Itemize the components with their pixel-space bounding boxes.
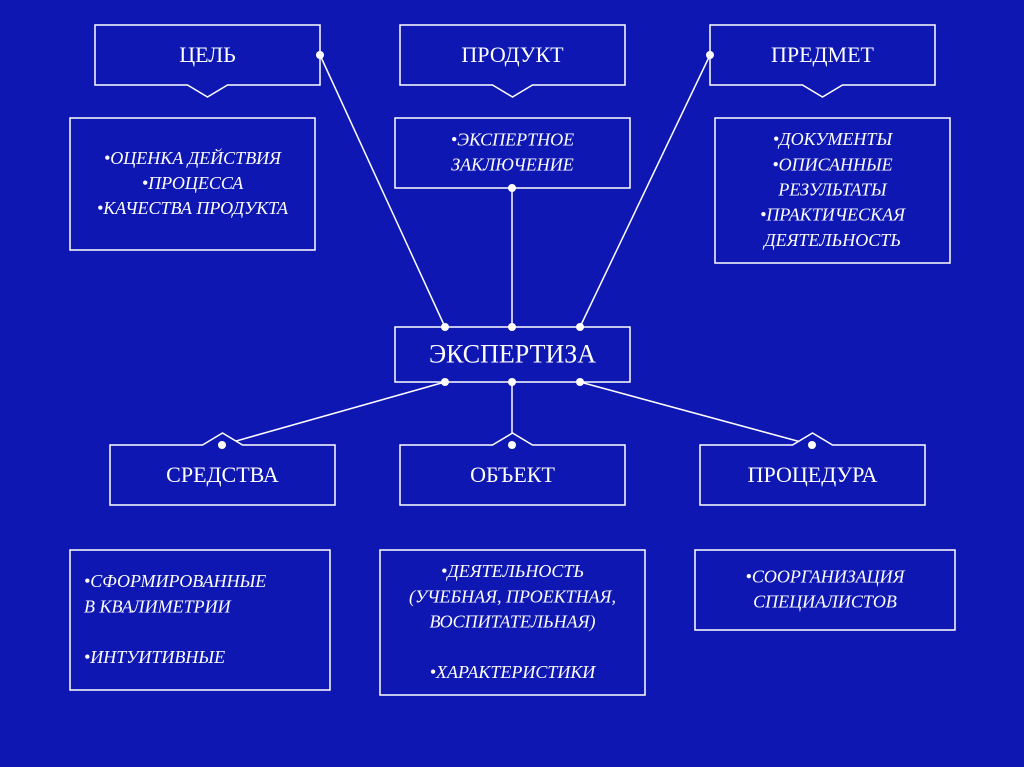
detail-product-line-0: •ЭКСПЕРТНОЕ — [451, 129, 574, 149]
detail-subject-line-3: •ПРАКТИЧЕСКАЯ — [760, 205, 906, 225]
detail-procedure-line-1: СПЕЦИАЛИСТОВ — [753, 592, 897, 612]
edge-procedure-dot-0 — [576, 378, 584, 386]
edge-object-dot-0 — [508, 378, 516, 386]
edge-subject-dot-0 — [706, 51, 714, 59]
edge-product-dot-1 — [508, 323, 516, 331]
center-node-label: ЭКСПЕРТИЗА — [429, 339, 596, 368]
node-object-label: ОБЪЕКТ — [470, 462, 555, 487]
detail-means-line-0: •СФОРМИРОВАННЫЕ — [84, 571, 266, 591]
detail-goal-line-2: •КАЧЕСТВА ПРОДУКТА — [97, 198, 289, 218]
detail-means-line-1: В КВАЛИМЕТРИИ — [84, 596, 232, 616]
node-subject-label: ПРЕДМЕТ — [771, 42, 875, 67]
edge-goal-dot-1 — [441, 323, 449, 331]
detail-product-line-1: ЗАКЛЮЧЕНИЕ — [451, 155, 574, 175]
node-means-label: СРЕДСТВА — [166, 462, 279, 487]
detail-subject-line-4: ДЕЯТЕЛЬНОСТЬ — [762, 230, 901, 250]
edge-means-dot-1 — [218, 441, 226, 449]
node-product-label: ПРОДУКТ — [461, 42, 564, 67]
detail-object-line-0: •ДЕЯТЕЛЬНОСТЬ — [441, 561, 584, 581]
edge-object-dot-1 — [508, 441, 516, 449]
detail-goal-line-0: •ОЦЕНКА ДЕЙСТВИЯ — [104, 146, 282, 168]
detail-object-line-4: •ХАРАКТЕРИСТИКИ — [430, 662, 597, 682]
node-goal-label: ЦЕЛЬ — [179, 42, 236, 67]
detail-means-line-3: •ИНТУИТИВНЫЕ — [84, 647, 225, 667]
detail-subject-line-0: •ДОКУМЕНТЫ — [773, 129, 894, 149]
detail-goal-line-1: •ПРОЦЕССА — [142, 173, 244, 193]
detail-object-line-1: (УЧЕБНАЯ, ПРОЕКТНАЯ, — [409, 586, 616, 607]
edge-subject-dot-1 — [576, 323, 584, 331]
edge-product-dot-0 — [508, 184, 516, 192]
edge-means-dot-0 — [441, 378, 449, 386]
detail-procedure-line-0: •СООРГАНИЗАЦИЯ — [746, 566, 906, 586]
edge-procedure-dot-1 — [808, 441, 816, 449]
detail-object-line-2: ВОСПИТАТЕЛЬНАЯ) — [430, 612, 596, 633]
edge-goal-dot-0 — [316, 51, 324, 59]
detail-subject-line-1: •ОПИСАННЫЕ — [772, 154, 892, 174]
node-procedure-label: ПРОЦЕДУРА — [748, 462, 878, 487]
detail-subject-line-2: РЕЗУЛЬТАТЫ — [777, 180, 887, 200]
diagram-canvas: ЭКСПЕРТИЗА ЦЕЛЬ •ОЦЕНКА ДЕЙСТВИЯ •ПРОЦЕССА •… — [0, 0, 1024, 767]
